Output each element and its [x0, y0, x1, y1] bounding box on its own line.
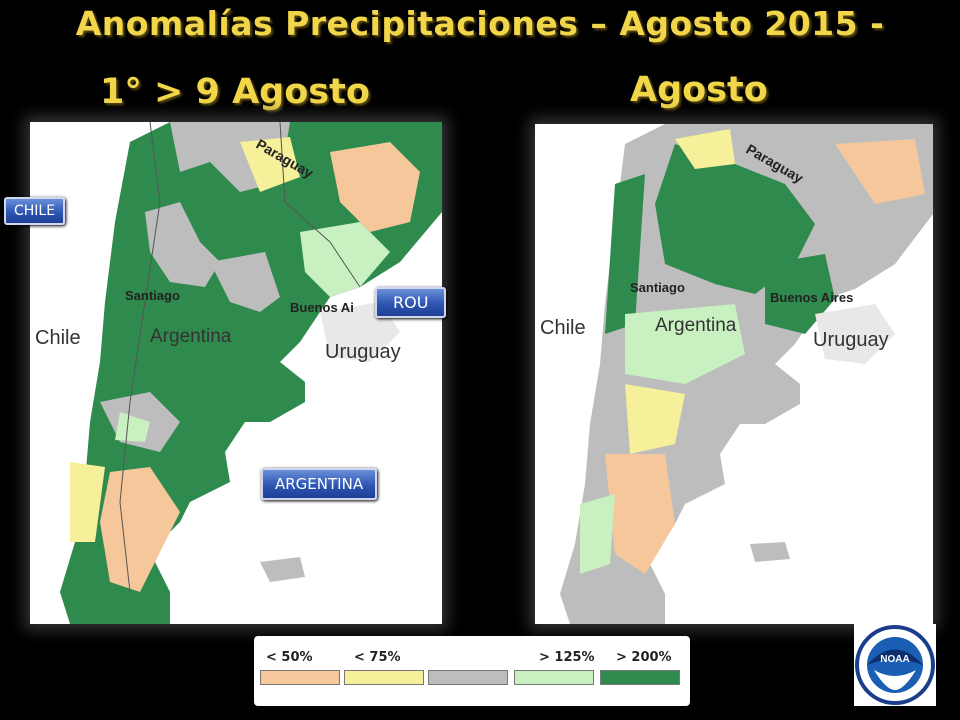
label-santiago: Santiago [125, 288, 180, 303]
legend-swatch-4 [600, 670, 680, 685]
label-argentina: Argentina [655, 315, 737, 336]
very-dry-region-northeast [835, 139, 925, 204]
label-uruguay: Uruguay [813, 329, 889, 351]
label-buenos-aires: Buenos Aires [770, 290, 853, 305]
right-period-title: Agosto [630, 70, 768, 110]
wet-region-south [580, 494, 615, 574]
map-full-month: Paraguay Santiago Chile Argentina Urugua… [535, 124, 933, 624]
label-chile: Chile [35, 327, 81, 349]
falkland-islands [750, 542, 790, 562]
wet-region-south [115, 412, 150, 442]
legend: < 50% < 75% > 125% > 200% [254, 636, 690, 706]
legend-swatch-0 [260, 670, 340, 685]
svg-text:NOAA: NOAA [880, 654, 909, 665]
callout-argentina: ARGENTINA [261, 468, 378, 500]
noaa-logo-icon: NOAA [855, 625, 935, 705]
legend-swatch-1 [344, 670, 424, 685]
very-wet-region-andes [605, 174, 645, 334]
dry-region-patagonia [625, 384, 685, 454]
label-uruguay: Uruguay [325, 341, 401, 363]
callout-chile: CHILE [4, 197, 66, 225]
dry-region-south [70, 462, 105, 542]
legend-swatch-2 [428, 670, 508, 685]
callout-rou: ROU [375, 287, 447, 318]
very-dry-region-northeast [330, 142, 420, 232]
map-first-period: Paraguay Santiago Chile Argentina Urugua… [30, 122, 442, 624]
dry-region-north [240, 137, 300, 192]
dry-region-north [675, 129, 735, 169]
label-buenos-aires: Buenos Ai [290, 300, 354, 315]
very-wet-region-north [655, 144, 815, 294]
country-borders [119, 122, 161, 593]
normal-region-andes [145, 202, 220, 287]
legend-label-3: > 125% [539, 650, 595, 665]
falkland-islands [260, 557, 305, 582]
legend-label-0: < 50% [266, 650, 313, 665]
legend-label-1: < 75% [354, 650, 401, 665]
legend-label-4: > 200% [616, 650, 672, 665]
map-first-period-graphic: Paraguay Santiago Chile Argentina Urugua… [30, 122, 442, 624]
main-title: Anomalías Precipitaciones – Agosto 2015 … [75, 4, 885, 43]
left-period-title: 1° > 9 Agosto [100, 72, 370, 112]
uruguay-area [815, 304, 895, 364]
label-santiago: Santiago [630, 280, 685, 295]
wet-region-east [300, 222, 390, 297]
normal-region-central [210, 252, 280, 312]
noaa-logo: NOAA [854, 624, 936, 706]
very-dry-region-south [605, 454, 675, 574]
label-argentina: Argentina [150, 326, 232, 347]
wet-region-central [625, 304, 745, 384]
legend-swatch-3 [514, 670, 594, 685]
map-full-month-graphic: Paraguay Santiago Chile Argentina Urugua… [535, 124, 933, 624]
label-chile: Chile [540, 317, 586, 339]
